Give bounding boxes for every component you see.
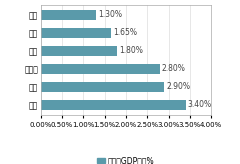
Bar bbox=[41, 82, 164, 92]
Bar bbox=[41, 28, 111, 38]
Text: 2.80%: 2.80% bbox=[162, 64, 186, 73]
Text: 1.65%: 1.65% bbox=[113, 28, 137, 37]
Text: 1.30%: 1.30% bbox=[98, 10, 122, 19]
Legend: 军费占GDP比重%: 军费占GDP比重% bbox=[94, 153, 158, 164]
Bar bbox=[41, 64, 160, 74]
Text: 3.40%: 3.40% bbox=[187, 100, 211, 109]
Bar bbox=[41, 100, 186, 110]
Text: 2.90%: 2.90% bbox=[166, 82, 190, 91]
Text: 1.80%: 1.80% bbox=[119, 46, 143, 55]
Bar bbox=[41, 46, 117, 56]
Bar bbox=[41, 10, 96, 20]
